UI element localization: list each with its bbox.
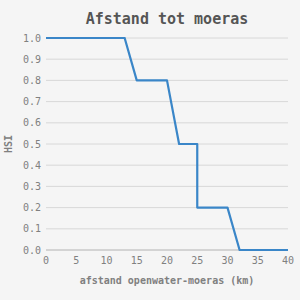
tick-label: 15 — [131, 255, 143, 266]
y-axis-label: HSI — [3, 135, 14, 153]
tick-label: 5 — [73, 255, 79, 266]
x-axis-label: afstand openwater-moeras (km) — [80, 275, 255, 286]
grid-line — [46, 144, 288, 145]
grid-line — [46, 186, 288, 187]
background — [0, 0, 300, 300]
grid-line — [46, 122, 288, 123]
grid-line — [46, 59, 288, 60]
tick-label: 0.5 — [23, 139, 41, 150]
tick-label: 25 — [191, 255, 203, 266]
tick-label: 0.9 — [23, 54, 41, 65]
tick-label: 0.2 — [23, 202, 41, 213]
tick-label: 10 — [100, 255, 112, 266]
tick-label: 0.4 — [23, 160, 41, 171]
tick-label: 0.0 — [23, 245, 41, 256]
grid-line — [46, 228, 288, 229]
tick-label: 30 — [221, 255, 233, 266]
tick-label: 0.1 — [23, 223, 41, 234]
data-line — [46, 38, 288, 250]
tick-label: 0.8 — [23, 75, 41, 86]
plot-area — [46, 38, 288, 250]
tick-label: 0.6 — [23, 117, 41, 128]
title: Afstand tot moeras — [86, 10, 249, 28]
grid-line — [46, 207, 288, 208]
grid-line — [46, 165, 288, 166]
tick-label: 1.0 — [23, 33, 41, 44]
chart: 0.0 0.1 0.2 0.3 0.4 0.5 0.6 0.7 0.8 0.9 1.0 0 5 10 15 2… — [0, 0, 300, 300]
tick-label: 0.3 — [23, 181, 41, 192]
tick-label: 20 — [161, 255, 173, 266]
grid-line — [46, 101, 288, 102]
tick-label: 0 — [43, 255, 49, 266]
y-axis: 0.0 0.1 0.2 0.3 0.4 0.5 0.6 0.7 0.8 0.9 1.0 — [23, 33, 288, 256]
tick-label: 40 — [282, 255, 294, 266]
tick-label: 0.7 — [23, 96, 41, 107]
x-axis: 0 5 10 15 20 25 30 35 40 — [43, 250, 294, 266]
tick-label: 35 — [252, 255, 264, 266]
